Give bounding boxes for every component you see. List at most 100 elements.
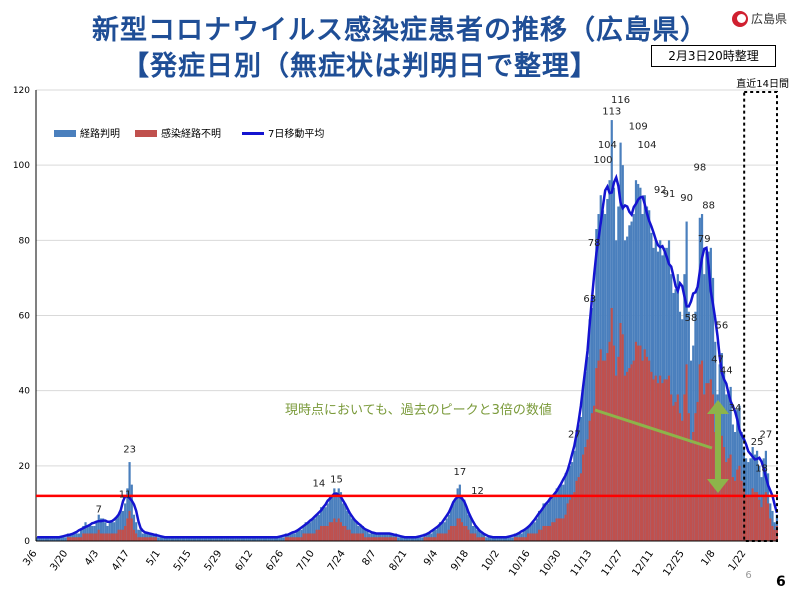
bar-known — [533, 522, 536, 541]
data-label: 27 — [568, 430, 581, 441]
bar-unknown — [520, 537, 523, 541]
bar-unknown — [139, 537, 142, 541]
bar-known — [353, 518, 356, 541]
bar-unknown — [744, 495, 748, 541]
bar-known — [498, 537, 501, 541]
data-label: 63 — [583, 294, 596, 305]
bar-unknown — [445, 533, 448, 541]
bar-unknown — [148, 537, 151, 541]
bar-unknown — [293, 537, 296, 541]
bar-unknown — [738, 465, 741, 541]
bar-known — [546, 503, 550, 541]
bar-unknown — [368, 537, 371, 541]
bar-known — [306, 522, 310, 541]
bar-unknown — [443, 533, 446, 541]
bar-unknown — [661, 383, 664, 541]
bar-unknown — [758, 499, 761, 541]
bar-unknown — [115, 533, 118, 541]
bar-known — [346, 510, 349, 541]
bar-known — [331, 495, 334, 541]
bar-known — [240, 537, 243, 541]
x-tick-label: 11/27 — [600, 548, 626, 578]
bar-unknown — [568, 499, 572, 541]
bar-known — [522, 529, 525, 541]
bar-known — [476, 529, 479, 541]
bar-known — [467, 514, 470, 541]
bar-known — [339, 492, 343, 541]
bar-unknown — [456, 518, 459, 541]
data-label: 113 — [602, 106, 621, 117]
bar-unknown — [69, 537, 72, 541]
bar-unknown — [535, 533, 539, 541]
bar-unknown — [126, 518, 129, 541]
below-axis-label: 6 — [745, 570, 751, 581]
y-tick-label: 0 — [24, 537, 30, 547]
x-tick-label: 10/16 — [507, 548, 533, 578]
bar-unknown — [471, 533, 475, 541]
bar-known — [161, 537, 164, 541]
bar-unknown — [760, 507, 763, 541]
bar-known — [412, 537, 415, 541]
bar-unknown — [121, 529, 125, 541]
bar-known — [128, 462, 131, 541]
data-label: 90 — [680, 193, 693, 204]
bar-unknown — [104, 533, 107, 541]
bar-known — [80, 529, 83, 541]
data-label: 14 — [313, 478, 326, 489]
bar-known — [225, 537, 228, 541]
bar-known — [489, 537, 492, 541]
bar-known — [531, 522, 534, 541]
bar-known — [49, 537, 52, 541]
bar-known — [282, 537, 285, 541]
bar-known — [465, 507, 468, 541]
bar-unknown — [566, 503, 569, 541]
bar-unknown — [725, 462, 728, 541]
bar-unknown — [555, 518, 558, 541]
bar-known — [485, 537, 488, 541]
bar-unknown — [350, 533, 354, 541]
bar-unknown — [298, 537, 301, 541]
bar-unknown — [469, 533, 472, 541]
bar-known — [432, 529, 435, 541]
bar-known — [55, 537, 59, 541]
bar-unknown — [685, 364, 688, 541]
bar-unknown — [447, 529, 450, 541]
bar-known — [315, 514, 318, 541]
bar-known — [326, 503, 329, 541]
bar-unknown — [740, 480, 743, 541]
bar-known — [421, 537, 424, 541]
bar-known — [42, 537, 45, 541]
data-label: 12 — [471, 486, 484, 497]
x-tick-label: 10/30 — [538, 548, 564, 578]
bar-known — [317, 514, 321, 541]
bar-unknown — [381, 537, 384, 541]
y-tick-label: 40 — [19, 387, 31, 397]
bar-unknown — [322, 525, 325, 541]
bar-known — [491, 537, 494, 541]
bar-unknown — [284, 537, 288, 541]
bar-unknown — [542, 525, 545, 541]
bar-unknown — [621, 334, 624, 541]
bar-unknown — [599, 349, 602, 541]
bar-known — [401, 537, 404, 541]
bar-unknown — [353, 533, 356, 541]
bar-known — [194, 537, 197, 541]
bar-known — [328, 495, 332, 541]
bar-unknown — [77, 537, 81, 541]
bar-unknown — [531, 533, 534, 541]
bar-unknown — [300, 537, 303, 541]
bar-known — [256, 537, 259, 541]
bar-known — [117, 514, 120, 541]
bar-unknown — [335, 522, 338, 541]
legend-label-known: 経路判明 — [80, 127, 120, 140]
bar-known — [165, 537, 169, 541]
bar-known — [364, 529, 367, 541]
bar-unknown — [386, 537, 389, 541]
bar-unknown — [538, 529, 541, 541]
bar-unknown — [674, 401, 677, 541]
bar-unknown — [681, 420, 684, 541]
bar-known — [542, 503, 545, 541]
bar-known — [348, 514, 351, 541]
bar-unknown — [434, 537, 437, 541]
annotation-text: 現時点においても、過去のピークと3倍の数値 — [285, 402, 552, 418]
